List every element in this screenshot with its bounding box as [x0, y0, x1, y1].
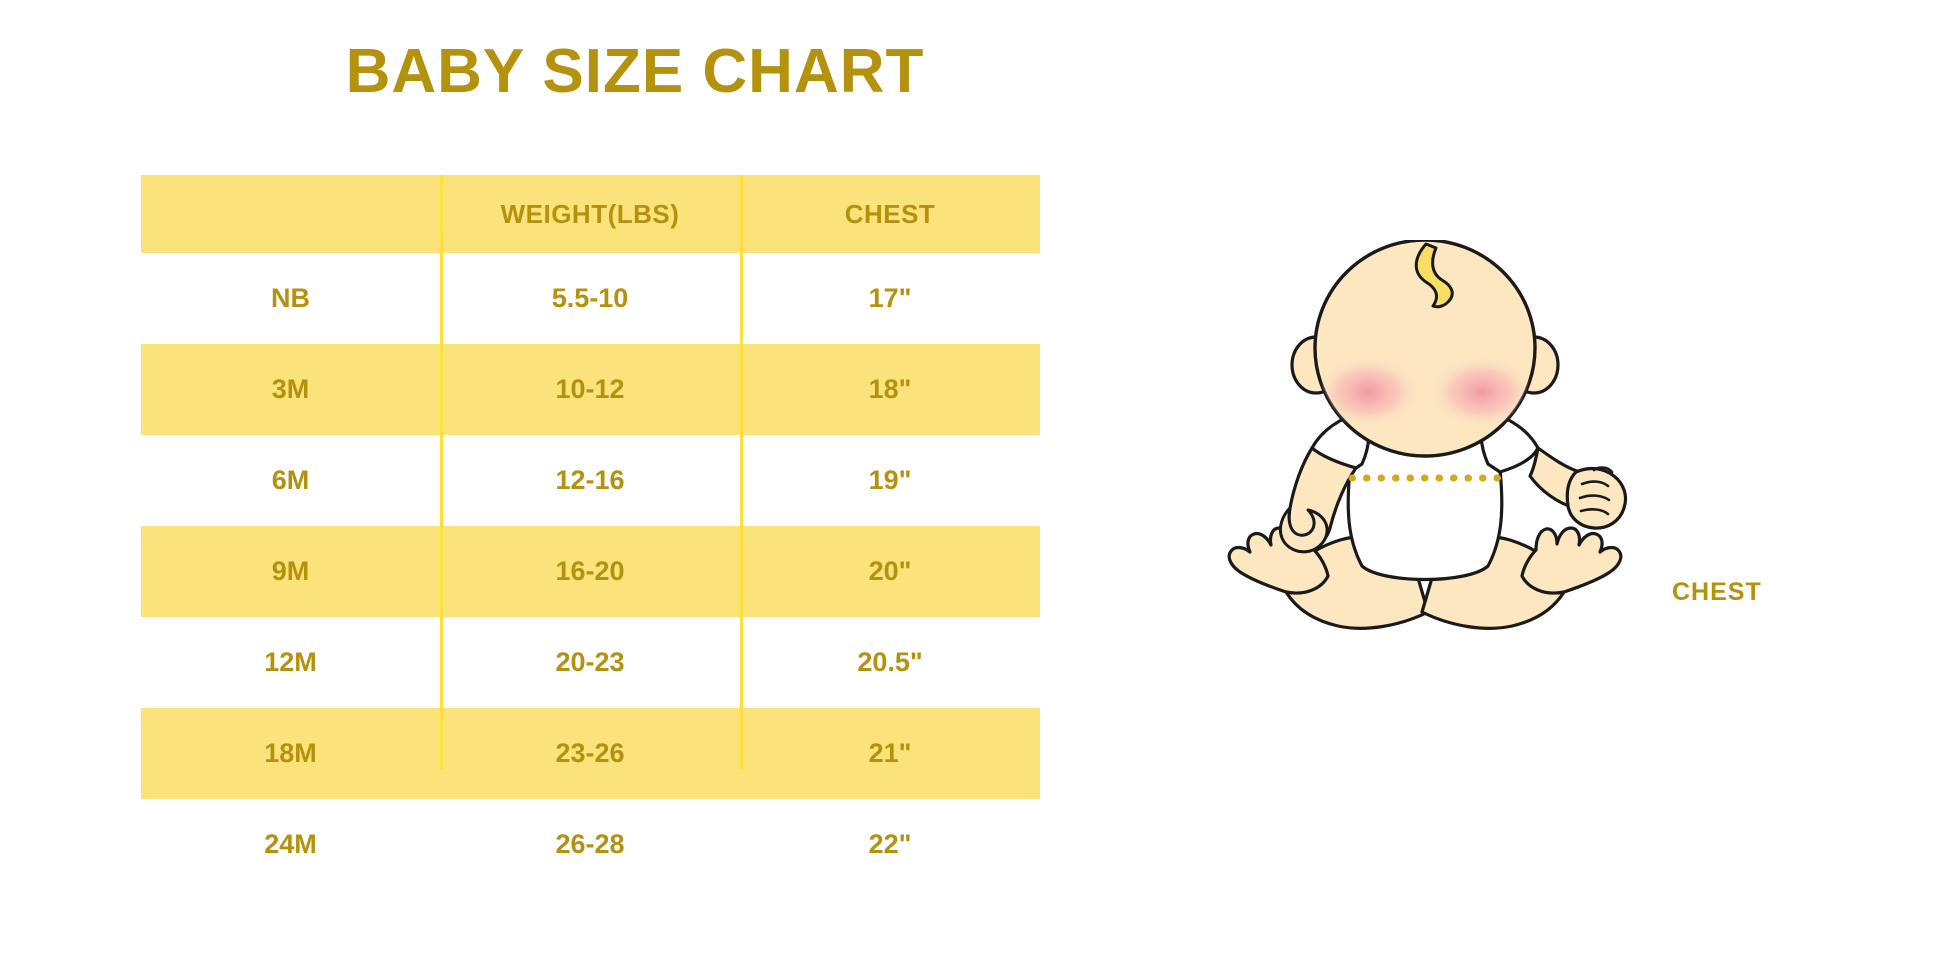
baby-left-arm	[1278, 446, 1358, 554]
column-divider-line	[440, 175, 443, 769]
header-weight: WEIGHT(LBS)	[440, 175, 740, 253]
cell-weight: 23-26	[440, 708, 740, 799]
cell-size: 6M	[141, 435, 440, 526]
baby-right-arm	[1528, 446, 1628, 530]
baby-hair-curl	[1414, 242, 1454, 309]
table-row: NB 5.5-10 17"	[141, 253, 1040, 344]
table-row: 12M 20-23 20.5"	[141, 617, 1040, 708]
cell-chest: 20"	[740, 526, 1040, 617]
cell-size: 24M	[141, 799, 440, 890]
header-size	[141, 175, 440, 253]
header-chest: CHEST	[740, 175, 1040, 253]
cell-weight: 26-28	[440, 799, 740, 890]
table-row: 6M 12-16 19"	[141, 435, 1040, 526]
cell-chest: 20.5"	[740, 617, 1040, 708]
table-header-row: WEIGHT(LBS) CHEST	[141, 175, 1040, 253]
baby-right-blush	[1430, 356, 1534, 428]
cell-size: 9M	[141, 526, 440, 617]
cell-size: NB	[141, 253, 440, 344]
cell-weight: 20-23	[440, 617, 740, 708]
page-title: BABY SIZE CHART	[345, 37, 925, 106]
baby-illustration-icon	[1227, 240, 1628, 630]
cell-weight: 10-12	[440, 344, 740, 435]
column-divider-line	[740, 175, 743, 769]
table-row: 24M 26-28 22"	[141, 799, 1040, 890]
baby-size-table: WEIGHT(LBS) CHEST NB 5.5-10 17" 3M 10-12…	[141, 175, 1040, 890]
baby-left-blush	[1316, 356, 1420, 428]
cell-chest: 21"	[740, 708, 1040, 799]
chest-label: CHEST	[1672, 578, 1762, 606]
cell-weight: 12-16	[440, 435, 740, 526]
table-row: 3M 10-12 18"	[141, 344, 1040, 435]
table-row: 9M 16-20 20"	[141, 526, 1040, 617]
cell-weight: 16-20	[440, 526, 740, 617]
cell-chest: 17"	[740, 253, 1040, 344]
cell-weight: 5.5-10	[440, 253, 740, 344]
cell-size: 18M	[141, 708, 440, 799]
cell-chest: 18"	[740, 344, 1040, 435]
table-row: 18M 23-26 21"	[141, 708, 1040, 799]
cell-chest: 19"	[740, 435, 1040, 526]
cell-chest: 22"	[740, 799, 1040, 890]
cell-size: 3M	[141, 344, 440, 435]
cell-size: 12M	[141, 617, 440, 708]
